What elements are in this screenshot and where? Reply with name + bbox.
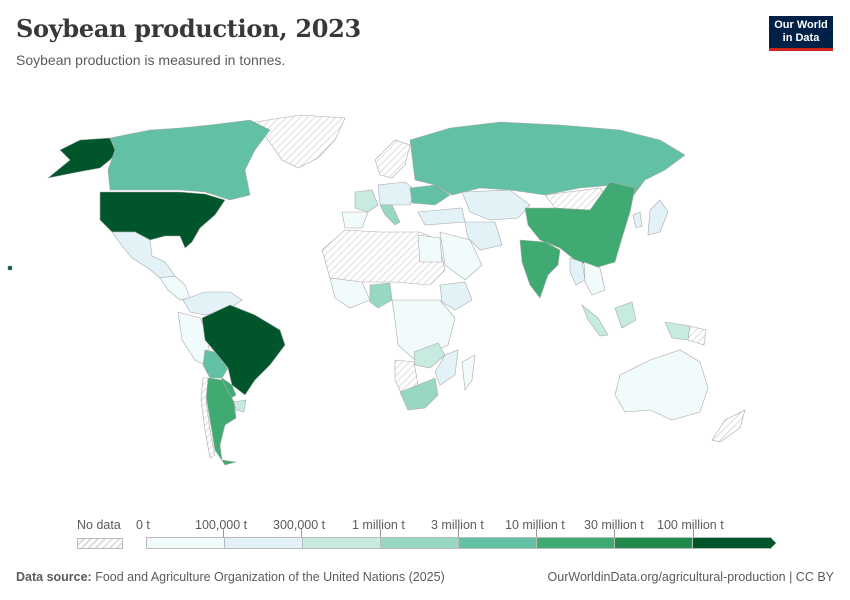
region-japan[interactable]: [647, 199, 669, 236]
region-italy[interactable]: [379, 204, 401, 226]
legend-label-5: 10 million t: [505, 518, 565, 532]
owid-logo[interactable]: Our World in Data: [769, 16, 833, 51]
legend-label-7: 100 million t: [657, 518, 724, 532]
chart-title: Soybean production, 2023: [16, 14, 361, 43]
region-indonesia-papua[interactable]: [664, 321, 691, 341]
legend-bin-0[interactable]: [146, 537, 224, 549]
region-new-zealand[interactable]: [711, 409, 746, 443]
legend-label-3: 1 million t: [352, 518, 405, 532]
data-source: Data source: Food and Agriculture Organi…: [16, 570, 445, 584]
region-canada[interactable]: [107, 119, 271, 201]
legend-label-2: 300,000 t: [273, 518, 326, 532]
region-korea[interactable]: [632, 211, 643, 229]
region-ethiopia[interactable]: [439, 281, 473, 311]
logo-line-1: Our World: [774, 19, 828, 31]
region-madagascar[interactable]: [461, 354, 476, 391]
legend-bin-5[interactable]: [536, 537, 614, 549]
region-china[interactable]: [524, 181, 636, 269]
legend-no-data-swatch[interactable]: [77, 538, 123, 549]
region-mozambique[interactable]: [434, 349, 459, 386]
region-south-africa[interactable]: [399, 377, 439, 411]
region-kazakhstan[interactable]: [461, 189, 531, 221]
region-uruguay[interactable]: [233, 399, 247, 413]
legend-bin-2[interactable]: [302, 537, 380, 549]
legend-bin-3[interactable]: [380, 537, 458, 549]
region-turkey[interactable]: [417, 207, 466, 226]
region-greenland[interactable]: [254, 114, 346, 169]
region-france[interactable]: [354, 189, 379, 213]
region-spain[interactable]: [341, 211, 369, 229]
logo-line-2: in Data: [782, 32, 820, 44]
region-egypt[interactable]: [417, 234, 443, 263]
legend-arrow-icon: [770, 537, 776, 549]
legend-bin-4[interactable]: [458, 537, 536, 549]
region-iran[interactable]: [464, 221, 503, 251]
region-scandinavia[interactable]: [374, 139, 411, 179]
source-label: Data source:: [16, 570, 92, 584]
region-indochina[interactable]: [583, 261, 606, 296]
region-arabia[interactable]: [439, 231, 483, 281]
region-indonesia-sumatra[interactable]: [581, 304, 609, 337]
region-ukraine[interactable]: [409, 184, 451, 206]
legend-color-bins: [146, 537, 776, 549]
region-central-america[interactable]: [159, 275, 191, 301]
legend-bin-7[interactable]: [692, 537, 770, 549]
legend-label-6: 30 million t: [584, 518, 644, 532]
region-png[interactable]: [687, 325, 707, 346]
region-west-africa[interactable]: [329, 277, 371, 309]
region-nigeria[interactable]: [369, 282, 393, 309]
source-text[interactable]: Food and Agriculture Organization of the…: [95, 570, 445, 584]
legend-bin-1[interactable]: [224, 537, 302, 549]
region-india[interactable]: [519, 239, 561, 299]
legend-label-4: 3 million t: [431, 518, 484, 532]
region-mexico[interactable]: [111, 231, 176, 279]
legend-no-data-label: No data: [77, 518, 121, 532]
region-chile[interactable]: [200, 377, 216, 459]
region-central-europe[interactable]: [377, 181, 416, 206]
chart-subtitle: Soybean production is measured in tonnes…: [16, 52, 286, 68]
legend-bin-6[interactable]: [614, 537, 692, 549]
region-russia[interactable]: [409, 121, 686, 201]
legend-label-1: 100,000 t: [195, 518, 248, 532]
source-url[interactable]: OurWorldinData.org/agricultural-producti…: [547, 570, 834, 584]
region-zambia[interactable]: [413, 342, 446, 369]
region-argentina[interactable]: [205, 377, 237, 466]
region-hawaii[interactable]: [7, 265, 13, 271]
region-australia[interactable]: [614, 349, 709, 421]
legend-label-0: 0 t: [136, 518, 150, 532]
world-map[interactable]: [0, 100, 850, 510]
region-indonesia-borneo[interactable]: [614, 301, 637, 329]
region-myanmar[interactable]: [569, 257, 586, 286]
